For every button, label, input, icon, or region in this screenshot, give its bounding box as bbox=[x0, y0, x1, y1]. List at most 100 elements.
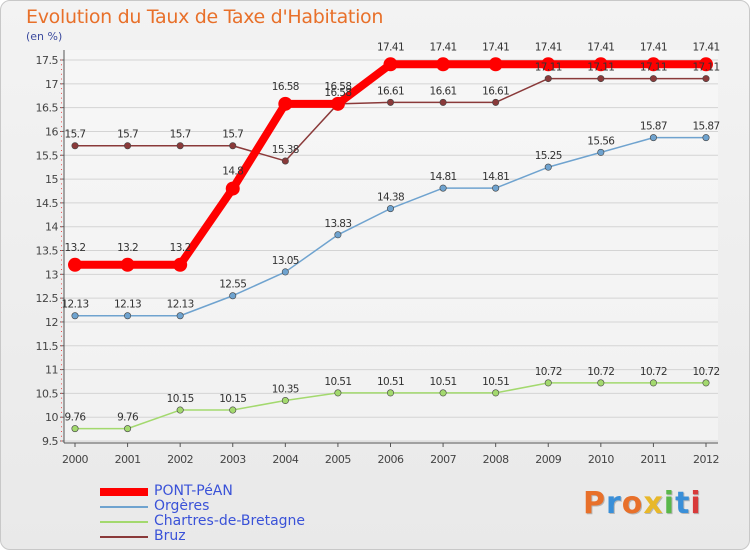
data-label: 14.81 bbox=[482, 171, 509, 183]
data-point bbox=[68, 257, 82, 272]
data-point bbox=[124, 425, 132, 433]
data-label: 15.56 bbox=[587, 135, 615, 147]
data-point bbox=[386, 205, 394, 213]
data-point bbox=[229, 142, 237, 150]
data-label: 16.61 bbox=[482, 85, 509, 97]
legend-swatch-orgeres bbox=[100, 506, 148, 508]
data-label: 12.13 bbox=[114, 299, 141, 311]
y-tick-label: 11.5 bbox=[36, 340, 59, 353]
data-point bbox=[702, 134, 710, 142]
y-tick-label: 16 bbox=[45, 125, 58, 138]
data-point bbox=[439, 184, 447, 192]
data-point bbox=[386, 389, 394, 397]
data-label: 10.72 bbox=[587, 366, 614, 378]
y-tick-label: 10.5 bbox=[36, 387, 59, 400]
data-label: 10.15 bbox=[167, 393, 194, 405]
data-label: 12.13 bbox=[167, 299, 194, 311]
legend-label-bruz: Bruz bbox=[154, 528, 186, 544]
legend-label-chartres-de-bretagne: Chartres-de-Bretagne bbox=[154, 513, 306, 529]
x-tick-label: 2006 bbox=[378, 453, 404, 466]
data-point bbox=[71, 425, 79, 433]
data-point bbox=[541, 57, 556, 72]
data-point bbox=[383, 57, 398, 72]
data-point bbox=[439, 98, 447, 106]
data-point bbox=[176, 142, 184, 150]
data-point bbox=[120, 257, 135, 272]
data-point bbox=[593, 57, 608, 72]
x-tick-label: 2011 bbox=[640, 453, 666, 466]
data-label: 15.87 bbox=[640, 121, 667, 133]
data-label: 15.25 bbox=[535, 150, 562, 162]
data-point bbox=[439, 389, 447, 397]
data-label: 13.2 bbox=[170, 242, 191, 254]
data-point bbox=[492, 389, 500, 397]
data-label: 13.2 bbox=[117, 242, 138, 254]
data-point bbox=[225, 181, 240, 196]
data-point bbox=[646, 57, 661, 72]
data-label: 10.51 bbox=[377, 376, 404, 388]
data-label: 16.58 bbox=[324, 87, 351, 99]
data-label: 14.81 bbox=[430, 171, 457, 183]
y-tick-label: 14.5 bbox=[36, 197, 59, 210]
y-tick-label: 10 bbox=[45, 411, 58, 424]
logo-letter: x bbox=[643, 486, 664, 521]
y-tick-label: 13 bbox=[45, 268, 58, 281]
data-label: 13.05 bbox=[272, 255, 299, 267]
logo-letter: i bbox=[663, 486, 676, 521]
data-label: 16.58 bbox=[324, 81, 351, 93]
data-point bbox=[229, 292, 237, 300]
data-label: 17.11 bbox=[587, 62, 614, 74]
data-label: 10.72 bbox=[535, 366, 562, 378]
data-point bbox=[71, 312, 79, 320]
legend-item-orgeres: Orgères bbox=[100, 498, 400, 516]
proxiti-logo: Proxiti bbox=[583, 486, 702, 521]
data-point bbox=[597, 75, 605, 83]
data-point bbox=[492, 98, 500, 106]
x-tick-label: 2003 bbox=[220, 453, 246, 466]
data-label: 15.87 bbox=[692, 121, 719, 133]
data-point bbox=[229, 406, 237, 414]
data-point bbox=[281, 157, 289, 165]
data-point bbox=[544, 163, 552, 171]
data-point bbox=[281, 268, 289, 276]
data-point bbox=[330, 96, 345, 111]
data-label: 9.76 bbox=[65, 412, 87, 424]
data-label: 17.41 bbox=[430, 41, 457, 53]
legend-label-orgeres: Orgères bbox=[154, 498, 210, 514]
data-label: 13.2 bbox=[65, 242, 86, 254]
y-unit-label: (en %) bbox=[26, 30, 63, 43]
data-point bbox=[334, 389, 342, 397]
x-tick-label: 2009 bbox=[535, 453, 561, 466]
data-label: 13.83 bbox=[324, 218, 351, 230]
x-tick-label: 2012 bbox=[693, 453, 719, 466]
data-point bbox=[649, 379, 657, 387]
data-label: 17.11 bbox=[640, 62, 667, 74]
x-tick-label: 2001 bbox=[115, 453, 141, 466]
data-point bbox=[124, 142, 132, 150]
data-label: 17.41 bbox=[377, 41, 404, 53]
data-label: 17.41 bbox=[640, 41, 667, 53]
data-label: 17.11 bbox=[692, 62, 719, 74]
data-label: 17.41 bbox=[482, 41, 509, 53]
legend-swatch-bruz bbox=[100, 536, 148, 538]
chart-title: Evolution du Taux de Taxe d'Habitation bbox=[26, 6, 384, 28]
data-label: 10.51 bbox=[430, 376, 457, 388]
data-point bbox=[544, 379, 552, 387]
data-label: 15.38 bbox=[272, 144, 299, 156]
y-tick-label: 15 bbox=[45, 173, 58, 186]
data-label: 15.7 bbox=[65, 129, 86, 141]
data-point bbox=[492, 184, 500, 192]
y-tick-label: 9.5 bbox=[42, 435, 58, 448]
y-tick-label: 13.5 bbox=[36, 245, 59, 258]
plot-area bbox=[64, 50, 718, 441]
y-tick-label: 16.5 bbox=[36, 102, 59, 115]
y-tick-label: 12 bbox=[45, 316, 58, 329]
data-label: 17.41 bbox=[535, 41, 562, 53]
data-label: 16.61 bbox=[430, 85, 457, 97]
logo-letter: o bbox=[621, 486, 644, 521]
data-label: 16.58 bbox=[272, 81, 299, 93]
logo-letter: P bbox=[583, 486, 606, 521]
data-point bbox=[702, 379, 710, 387]
data-point bbox=[597, 379, 605, 387]
